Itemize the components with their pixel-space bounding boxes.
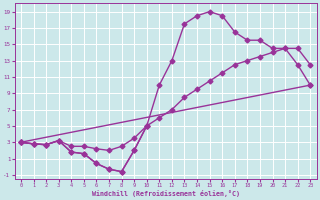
X-axis label: Windchill (Refroidissement éolien,°C): Windchill (Refroidissement éolien,°C) bbox=[92, 190, 240, 197]
